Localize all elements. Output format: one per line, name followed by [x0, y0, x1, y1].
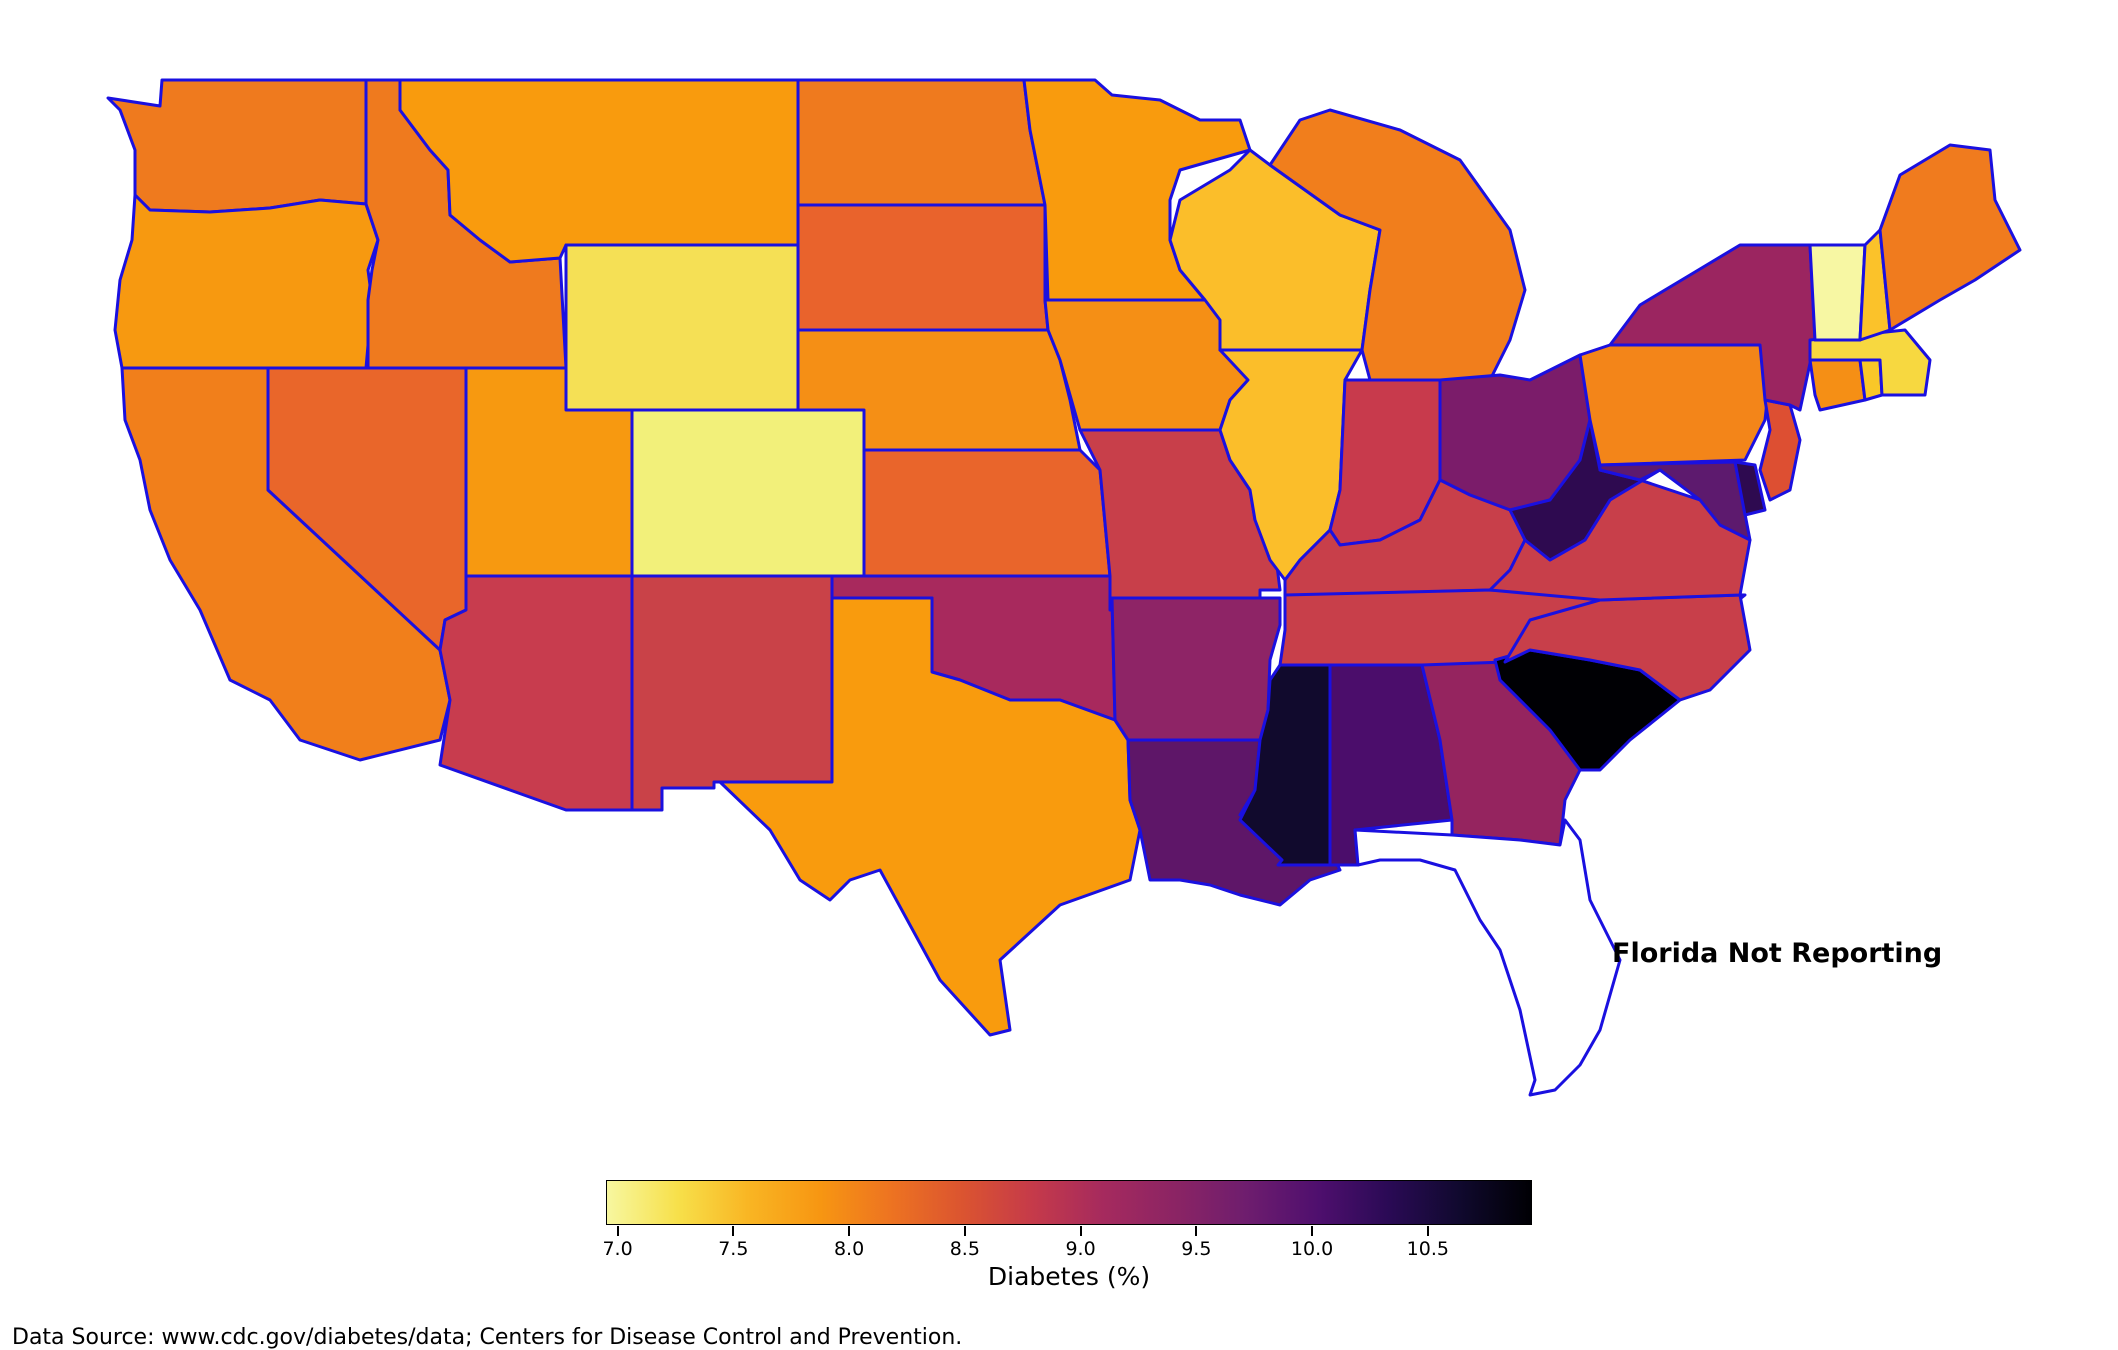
state-colorado [630, 408, 866, 578]
colorbar-tick-label: 7.5 [718, 1238, 749, 1260]
state-new-jersey [1758, 398, 1802, 502]
state-vermont [1808, 243, 1867, 342]
us-choropleth-map [106, 78, 2022, 1097]
state-texas [718, 596, 1142, 1037]
colorbar-tick [963, 1226, 966, 1236]
state-michigan [1268, 108, 1527, 382]
colorbar-tick-label: 9.5 [1181, 1238, 1212, 1260]
colorbar-tick [1426, 1226, 1429, 1236]
state-arkansas [1108, 596, 1282, 742]
colorbar-tick-label: 8.0 [833, 1238, 865, 1260]
state-florida [1353, 818, 1622, 1097]
colorbar-tick [616, 1226, 619, 1236]
state-washington [106, 78, 368, 214]
colorbar-tick [1079, 1226, 1082, 1236]
state-south-dakota [796, 203, 1050, 332]
state-rhode-island [1858, 358, 1884, 402]
colorbar-tick-label: 9.0 [1065, 1238, 1096, 1260]
state-wyoming [564, 243, 800, 412]
colorbar-tick-label: 7.0 [602, 1238, 633, 1260]
colorbar [606, 1180, 1532, 1225]
state-delaware [1733, 460, 1767, 517]
colorbar-tick [1311, 1226, 1314, 1236]
colorbar-tick [848, 1226, 851, 1236]
state-pennsylvania [1578, 343, 1772, 467]
colorbar-tick [732, 1226, 735, 1236]
state-connecticut [1808, 358, 1867, 412]
state-north-carolina [1503, 593, 1752, 702]
state-north-dakota [796, 78, 1047, 207]
state-maine [1878, 143, 2022, 332]
state-minnesota [1022, 78, 1252, 302]
florida-annotation: Florida Not Reporting [1612, 938, 1943, 969]
state-arizona [438, 574, 634, 812]
colorbar-tick-label: 8.5 [949, 1238, 980, 1260]
state-oregon [113, 193, 380, 370]
colorbar-tick [1195, 1226, 1198, 1236]
colorbar-tick-label: 10.5 [1406, 1238, 1449, 1260]
state-new-mexico [630, 574, 834, 812]
data-source-text: Data Source: www.cdc.gov/diabetes/data; … [12, 1325, 963, 1350]
colorbar-tick-label: 10.0 [1290, 1238, 1334, 1260]
colorbar-label: Diabetes (%) [987, 1262, 1151, 1291]
state-massachusetts [1808, 328, 1932, 397]
state-kansas [862, 448, 1112, 578]
